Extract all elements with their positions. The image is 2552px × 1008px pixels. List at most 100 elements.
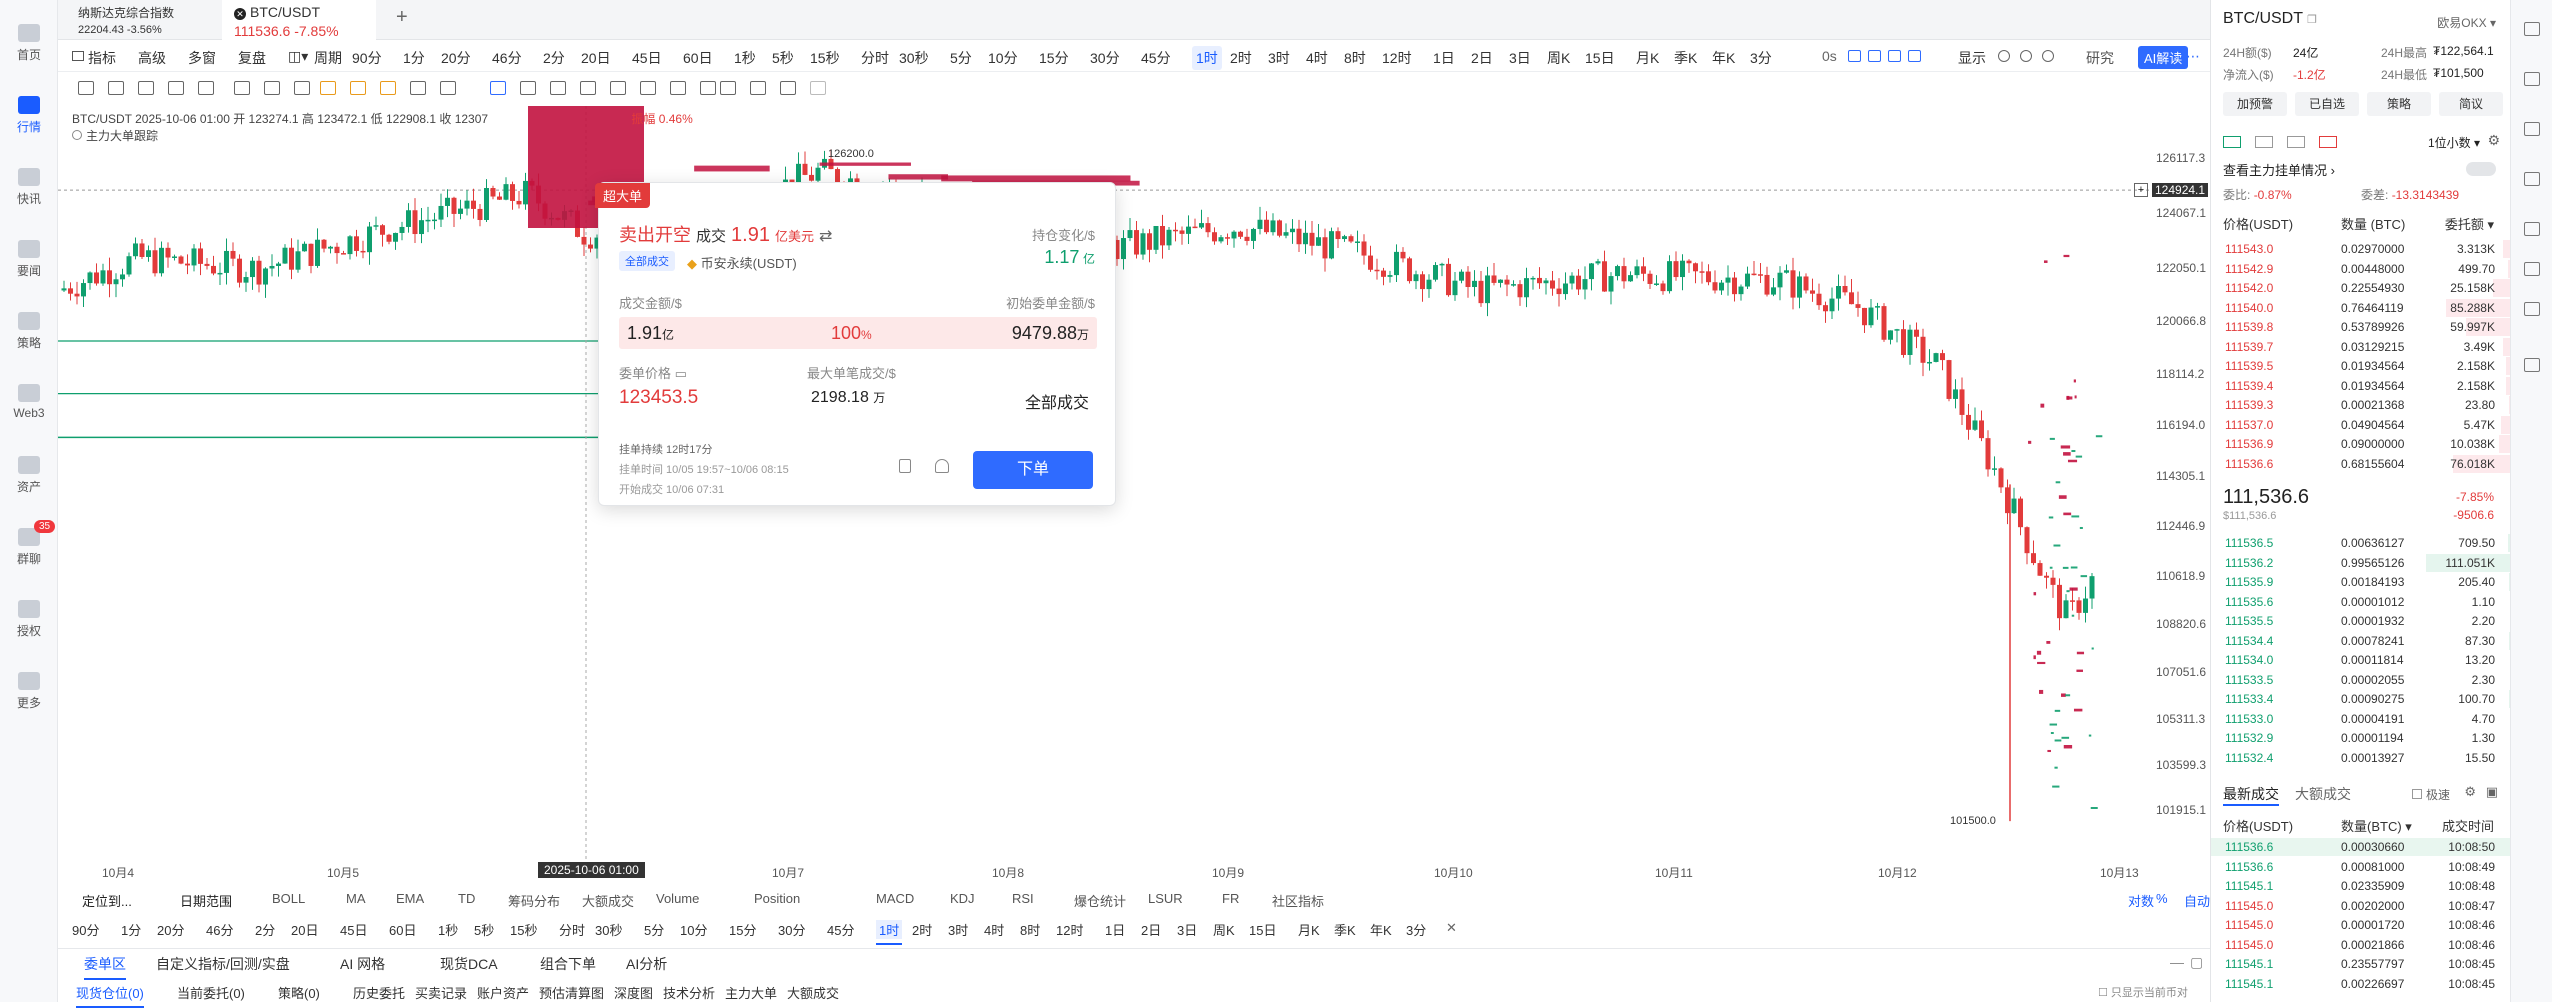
toolbar-item-13[interactable]: 1秒: [734, 50, 756, 66]
sub-tab-0[interactable]: 现货仓位(0): [76, 983, 144, 1008]
minimize-icon[interactable]: —: [2170, 954, 2184, 970]
redo-icon[interactable]: [810, 81, 826, 95]
toolbar-item-21[interactable]: 30分: [1090, 50, 1120, 66]
ask-row[interactable]: 111537.0 0.04904564 5.47K: [2211, 415, 2511, 434]
timeframe-17[interactable]: 45分: [827, 923, 855, 938]
toolbar-item-17[interactable]: 30秒: [899, 50, 929, 66]
bid-row[interactable]: 111534.0 0.00011814 13.20: [2211, 651, 2511, 669]
toolbar-item-24[interactable]: 2时: [1230, 50, 1252, 66]
ask-row[interactable]: 111543.0 0.02970000 3.313K: [2211, 240, 2511, 258]
timeframe-29[interactable]: 月K: [1298, 923, 1320, 938]
indicator-item-13[interactable]: 爆仓统计: [1074, 894, 1127, 909]
bid-row[interactable]: 111535.9 0.00184193 205.40: [2211, 573, 2511, 591]
nav-item-6[interactable]: 资产: [0, 456, 58, 495]
indicator-item-14[interactable]: LSUR: [1148, 891, 1183, 906]
expand-icon[interactable]: ▣: [2485, 784, 2498, 799]
toolbar-item-12[interactable]: 60日: [683, 50, 713, 66]
timeframe-8[interactable]: 1秒: [438, 923, 459, 938]
ai-button[interactable]: AI解读: [2138, 46, 2189, 69]
brush-icon[interactable]: [520, 81, 536, 95]
bid-row[interactable]: 111532.4 0.00013927 15.50: [2211, 748, 2511, 767]
nav-item-7[interactable]: 群聊 35: [0, 520, 58, 567]
candle-type-icon[interactable]: ◫▾: [288, 48, 309, 64]
timeframe-3[interactable]: 46分: [206, 923, 234, 938]
bottom-tab-3[interactable]: 现货DCA: [440, 956, 498, 972]
scale-option-0[interactable]: 对数: [2128, 894, 2155, 909]
lock-icon[interactable]: [640, 81, 656, 95]
bid-row[interactable]: 111535.5 0.00001932 2.20: [2211, 612, 2511, 630]
watchlist-icon[interactable]: [2524, 22, 2540, 36]
sub-tab-1[interactable]: 当前委托(0): [177, 986, 245, 1001]
timeframe-12[interactable]: 30秒: [595, 923, 623, 938]
timeframe-22[interactable]: 8时: [1020, 923, 1041, 938]
toolbar-item-34[interactable]: 月K: [1636, 50, 1660, 66]
trade-row[interactable]: 111536.6 0.00081000 10:08:49: [2211, 858, 2511, 876]
ruler-icon[interactable]: [264, 81, 280, 95]
nav-item-9[interactable]: 更多: [0, 672, 58, 711]
bottom-tab-1[interactable]: 自定义指标/回测/实盘: [156, 956, 290, 972]
bid-row[interactable]: 111535.6 0.00001012 1.10: [2211, 592, 2511, 611]
toolbar-item-32[interactable]: 周K: [1547, 50, 1571, 66]
timeframe-16[interactable]: 30分: [778, 923, 806, 938]
ask-row[interactable]: 111542.9 0.00448000 499.70: [2211, 259, 2511, 278]
toolbar-item-35[interactable]: 季K: [1674, 50, 1698, 66]
pencil-icon[interactable]: [78, 81, 94, 95]
indicator-item-16[interactable]: 社区指标: [1272, 894, 1325, 909]
bid-row[interactable]: 111533.5 0.00002055 2.30: [2211, 670, 2511, 689]
timeframe-15[interactable]: 15分: [729, 923, 757, 938]
layers-icon[interactable]: [750, 81, 766, 95]
timeframe-26[interactable]: 3日: [1177, 923, 1198, 938]
big-order-popup[interactable]: 超大单 卖出开空 成交 1.91 亿美元 ⇄ 全部成交 ◆ 币安永续(USDT)…: [595, 182, 1116, 506]
trades-icon[interactable]: [2524, 122, 2540, 136]
candlestick-chart[interactable]: BTC/USDT 2025-10-06 01:00 开 123274.1 高 1…: [58, 106, 2209, 880]
toolbar-item-6[interactable]: 1分: [403, 50, 425, 66]
timeframe-1[interactable]: 1分: [121, 923, 142, 938]
timeframe-32[interactable]: 3分: [1406, 923, 1427, 938]
bell-icon[interactable]: [935, 459, 949, 473]
toolbar-item-31[interactable]: 3日: [1509, 50, 1531, 66]
swap-icon[interactable]: ⇄: [819, 228, 833, 245]
ask-row[interactable]: 111539.5 0.01934564 2.158K: [2211, 357, 2511, 375]
nav-item-3[interactable]: 要闻: [0, 240, 58, 279]
sub-tab-7[interactable]: 深度图: [614, 986, 654, 1001]
eye-icon[interactable]: [670, 81, 686, 95]
copy-icon[interactable]: [2524, 302, 2540, 316]
timeframe-14[interactable]: 10分: [680, 923, 708, 938]
timeframe-25[interactable]: 2日: [1141, 923, 1162, 938]
sub-tab-10[interactable]: 大额成交: [787, 986, 840, 1001]
indicator-item-4[interactable]: EMA: [396, 891, 425, 906]
pen-icon[interactable]: [1868, 50, 1881, 62]
trash-icon[interactable]: [700, 81, 716, 95]
bottom-tab-0[interactable]: 委单区: [84, 956, 126, 980]
sub-tab-8[interactable]: 技术分析: [663, 986, 716, 1001]
exchange-select[interactable]: 欧易OKX ▾: [2437, 16, 2496, 30]
tab-nasdaq[interactable]: 纳斯达克综合指数 22204.43 -3.56%: [66, 0, 216, 40]
calendar-icon[interactable]: [2524, 222, 2540, 236]
trade-col-qty[interactable]: 数量(BTC) ▾: [2341, 819, 2412, 834]
nav-item-5[interactable]: Web3: [0, 384, 58, 420]
bottom-tab-4[interactable]: 组合下单: [540, 956, 596, 972]
sub-tab-4[interactable]: 买卖记录: [415, 986, 468, 1001]
timeframe-10[interactable]: 15秒: [510, 923, 538, 938]
trade-row[interactable]: 111545.0 0.00202000 10:08:47: [2211, 897, 2511, 915]
bottom-tab-5[interactable]: AI分析: [626, 956, 668, 972]
toolbar-item-4[interactable]: 周期: [314, 50, 342, 66]
timeframe-9[interactable]: 5秒: [474, 923, 495, 938]
expand-icon[interactable]: ▢: [2190, 954, 2204, 970]
strategy-button[interactable]: 策略: [2367, 92, 2431, 116]
nav-item-8[interactable]: 授权: [0, 600, 58, 639]
chart-legend-tracker[interactable]: 主力大单跟踪: [72, 127, 158, 144]
toolbar-item-16[interactable]: 分时: [861, 50, 889, 66]
timeframe-13[interactable]: 5分: [644, 923, 665, 938]
bid-row[interactable]: 111536.5 0.00636127 709.50: [2211, 534, 2511, 552]
timeframe-0[interactable]: 90分: [72, 923, 100, 938]
toolbar-item-1[interactable]: 高级: [138, 50, 166, 66]
orderbook-icon[interactable]: [2524, 72, 2540, 86]
magnet-icon[interactable]: [490, 81, 506, 95]
toolbar-item-29[interactable]: 1日: [1433, 50, 1455, 66]
robot-icon[interactable]: [2524, 358, 2540, 372]
toolbar-item-7[interactable]: 20分: [441, 50, 471, 66]
line-icon[interactable]: [108, 81, 124, 95]
ask-row[interactable]: 111539.7 0.03129215 3.49K: [2211, 337, 2511, 356]
timeframe-30[interactable]: 季K: [1334, 923, 1356, 938]
